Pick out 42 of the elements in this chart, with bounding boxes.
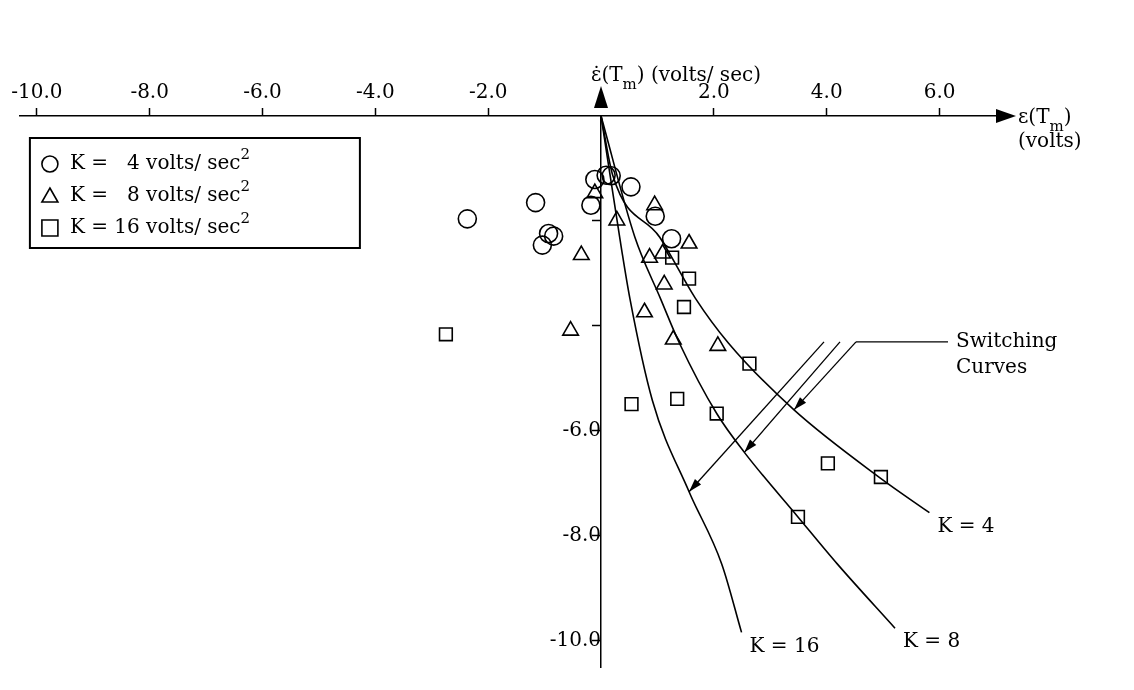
annotation: K = 8 (903, 628, 961, 653)
y-tick-label: -10.0 (549, 626, 602, 651)
point (661, 228, 682, 249)
point (635, 302, 654, 318)
x-tick-label: -6.0 (243, 79, 282, 104)
y-tick-label: -8.0 (562, 522, 602, 547)
point (676, 299, 692, 315)
point (709, 406, 724, 421)
point (664, 250, 680, 265)
point (601, 166, 621, 186)
point (572, 245, 590, 261)
annotation: K = 16 (749, 632, 820, 657)
point (543, 226, 564, 246)
point (645, 206, 666, 227)
x-tick-label: -2.0 (468, 79, 508, 104)
point (742, 356, 757, 371)
point (585, 169, 605, 190)
point (581, 195, 601, 216)
x-tick-label: -4.0 (356, 79, 395, 104)
point (457, 209, 478, 229)
annotation: K = 4 (937, 512, 995, 537)
point (820, 456, 836, 471)
x-tick-label: -10.0 (11, 79, 63, 104)
point (596, 165, 616, 186)
annotation: Switching Curves (956, 328, 1058, 379)
point (532, 235, 553, 255)
x-tick-label: 4.0 (810, 79, 843, 104)
point (624, 396, 639, 412)
point (621, 177, 641, 197)
x-tick-label: 6.0 (923, 79, 956, 104)
point (790, 509, 806, 525)
y-tick-label: -6.0 (562, 417, 602, 442)
x-tick-label: -8.0 (130, 79, 169, 104)
point (525, 192, 546, 213)
point (709, 336, 727, 352)
point (438, 327, 454, 342)
point (670, 391, 685, 407)
point (873, 469, 889, 485)
point (681, 271, 697, 286)
point (586, 183, 604, 199)
point (538, 223, 559, 244)
point (646, 195, 664, 211)
